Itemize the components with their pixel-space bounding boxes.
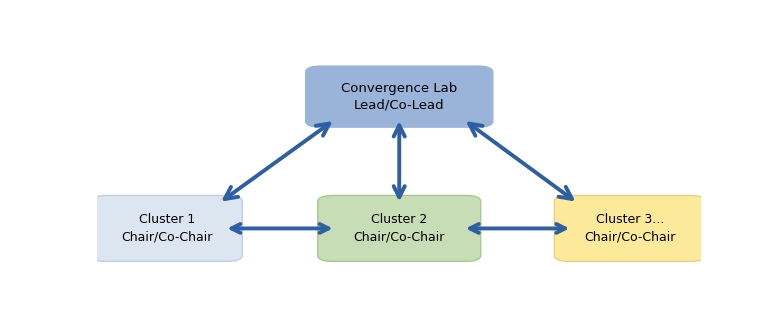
FancyBboxPatch shape <box>91 196 242 262</box>
Text: Convergence Lab
Lead/Co-Lead: Convergence Lab Lead/Co-Lead <box>341 81 457 112</box>
FancyBboxPatch shape <box>305 66 493 127</box>
Text: Cluster 1
Chair/Co-Chair: Cluster 1 Chair/Co-Chair <box>121 213 213 243</box>
FancyBboxPatch shape <box>555 196 705 262</box>
FancyBboxPatch shape <box>318 196 481 262</box>
Text: Cluster 3...
Chair/Co-Chair: Cluster 3... Chair/Co-Chair <box>584 213 675 243</box>
Text: Cluster 2
Chair/Co-Chair: Cluster 2 Chair/Co-Chair <box>354 213 445 243</box>
